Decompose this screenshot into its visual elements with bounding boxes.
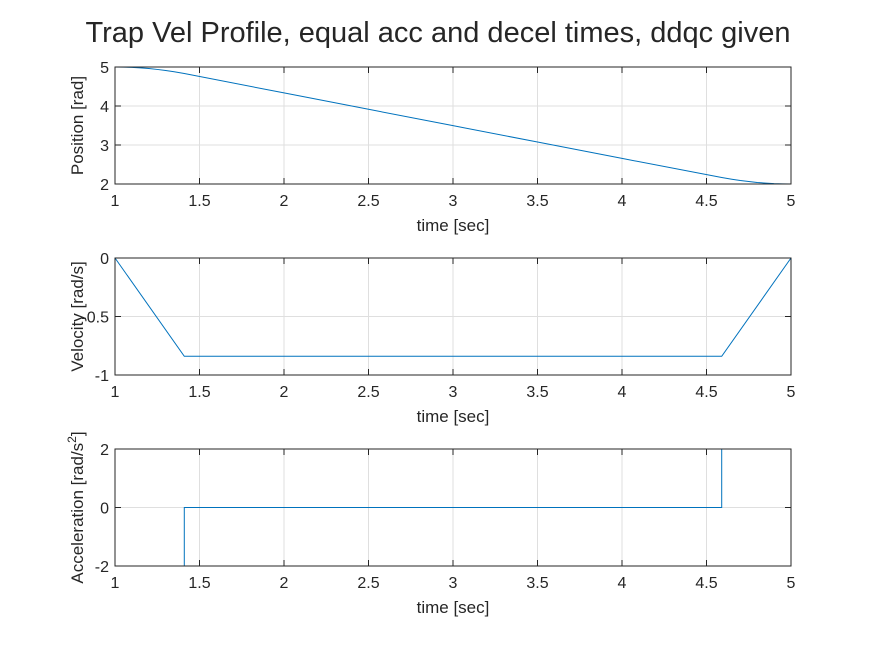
velocity-axes: 1 1.5 2 2.5 3 3.5 4 4.5 5 -1 -0.5 0 time [sec] Veloci…	[68, 251, 796, 426]
position-x-tick-label: 4	[618, 193, 627, 210]
position-series-line	[114, 66, 792, 185]
velocity-x-tick-label: 2.5	[357, 384, 379, 401]
velocity-x-tick-label: 3.5	[526, 384, 548, 401]
acceleration-y-tick-label: 0	[100, 501, 109, 518]
position-x-tick-label: 3.5	[526, 193, 548, 210]
position-x-tick-label: 5	[787, 193, 796, 210]
position-y-tick-label: 5	[100, 60, 109, 77]
acceleration-x-tick-label: 1.5	[188, 575, 210, 592]
position-y-axis-label: Position [rad]	[68, 76, 87, 175]
acceleration-x-tick-label: 5	[787, 575, 796, 592]
velocity-x-tick-label: 1	[111, 384, 120, 401]
velocity-x-tick-label: 4	[618, 384, 627, 401]
acceleration-x-tick-label: 2.5	[357, 575, 379, 592]
acceleration-x-tick-label: 3.5	[526, 575, 548, 592]
acceleration-x-tick-label: 1	[111, 575, 120, 592]
acceleration-y-axis-label: Acceleration [rad/s2]	[65, 431, 87, 583]
position-x-tick-label: 2	[280, 193, 289, 210]
acceleration-y-tick-label: 2	[100, 442, 109, 459]
velocity-series-line	[114, 257, 792, 357]
position-axes: 1 1.5 2 2.5 3 3.5 4 4.5 5 2 3 4 5 time [sec] Position …	[68, 60, 796, 235]
acceleration-x-tick-label: 4.5	[695, 575, 717, 592]
velocity-x-axis-label: time [sec]	[417, 407, 490, 426]
acceleration-y-tick-label: -2	[95, 559, 109, 576]
position-x-axis-label: time [sec]	[417, 216, 490, 235]
position-x-tick-label: 3	[449, 193, 458, 210]
velocity-x-tick-label: 5	[787, 384, 796, 401]
acceleration-axes: 1 1.5 2 2.5 3 3.5 4 4.5 5 -2 0 2 time [sec] Accelerat…	[65, 431, 796, 617]
acceleration-x-axis-label: time [sec]	[417, 598, 490, 617]
velocity-y-axis-label: Velocity [rad/s]	[68, 261, 87, 372]
velocity-y-tick-label: -1	[95, 368, 109, 385]
velocity-x-tick-label: 4.5	[695, 384, 717, 401]
position-x-tick-label: 1.5	[188, 193, 210, 210]
position-x-tick-label: 2.5	[357, 193, 379, 210]
velocity-y-tick-label: 0	[100, 251, 109, 268]
acceleration-x-tick-label: 4	[618, 575, 627, 592]
figure-title: Trap Vel Profile, equal acc and decel ti…	[86, 17, 791, 49]
position-y-tick-label: 3	[100, 138, 109, 155]
position-y-tick-label: 4	[100, 99, 109, 116]
velocity-y-tick-label: -0.5	[81, 310, 109, 327]
velocity-x-tick-label: 3	[449, 384, 458, 401]
velocity-x-tick-label: 1.5	[188, 384, 210, 401]
acceleration-x-tick-label: 2	[280, 575, 289, 592]
position-x-tick-label: 4.5	[695, 193, 717, 210]
position-y-tick-label: 2	[100, 177, 109, 194]
position-x-tick-label: 1	[111, 193, 120, 210]
acceleration-x-tick-label: 3	[449, 575, 458, 592]
velocity-x-tick-label: 2	[280, 384, 289, 401]
